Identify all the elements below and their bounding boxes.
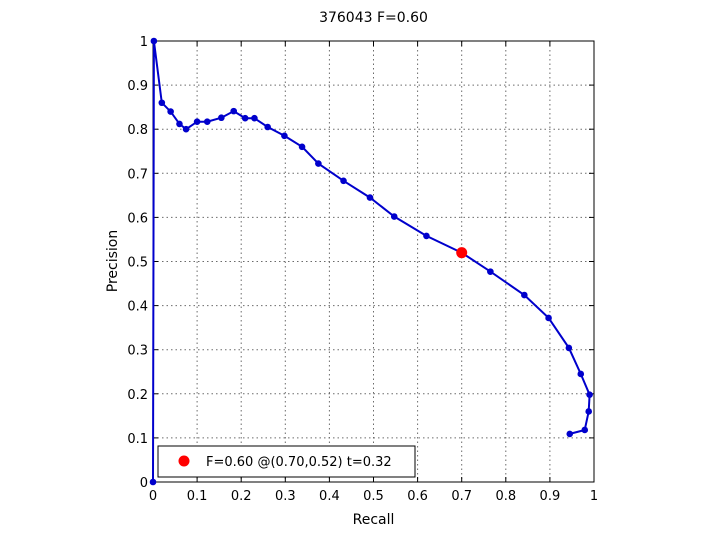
y-axis-title: Precision <box>105 230 121 292</box>
legend: F=0.60 @(0.70,0.52) t=0.32 <box>157 445 416 478</box>
y-tick-label: 0.8 <box>127 123 148 138</box>
y-tick-label: 0.9 <box>127 79 148 94</box>
x-tick-label: 1 <box>590 489 598 504</box>
grid-lines <box>153 41 594 482</box>
curve-point <box>565 344 573 352</box>
y-tick-label: 0 <box>140 476 148 491</box>
legend-marker <box>178 455 190 467</box>
y-tick-label: 0.7 <box>127 167 148 182</box>
curve-point <box>545 314 552 322</box>
curve-point <box>251 114 258 122</box>
curve-point <box>586 391 593 398</box>
curve-point <box>218 114 225 122</box>
curve-point <box>487 268 494 275</box>
curve-point <box>298 143 306 151</box>
curve-point <box>340 177 347 185</box>
curve-point <box>150 37 158 45</box>
curve-point <box>149 478 157 486</box>
x-tick-label: 0.1 <box>187 489 208 504</box>
best-f-point <box>456 247 468 259</box>
y-tick-label: 0.4 <box>127 300 148 315</box>
y-tick-label: 0.2 <box>127 388 148 403</box>
curve-point <box>203 118 211 126</box>
y-tick-label: 1 <box>140 35 148 50</box>
curve-point <box>585 408 593 415</box>
curve-point <box>581 426 589 434</box>
x-tick-label: 0.6 <box>407 489 428 504</box>
x-tick-label: 0.3 <box>275 489 296 504</box>
legend-box <box>157 445 416 478</box>
chart-title: 376043 F=0.60 <box>319 10 428 26</box>
curve-point <box>241 114 249 122</box>
tick-labels: 0 0.1 0.2 0.3 0.4 0.5 0.6 0.7 0.8 0.9 1 0 0.1 0.2 0.3 0… <box>127 35 598 504</box>
curve-point <box>566 430 574 438</box>
curve-point <box>577 370 585 378</box>
curve-point <box>158 99 166 107</box>
curve-markers <box>149 37 593 486</box>
y-tick-label: 0.6 <box>127 211 148 226</box>
curve-point <box>281 132 288 140</box>
x-tick-label: 0 <box>149 489 157 504</box>
y-tick-label: 0.1 <box>127 432 148 447</box>
curve-point <box>182 125 190 133</box>
curve-point <box>193 118 201 126</box>
x-tick-label: 0.7 <box>451 489 472 504</box>
curve-point <box>176 120 183 128</box>
curve-point <box>423 232 430 240</box>
curve-point <box>390 213 398 220</box>
x-tick-label: 0.5 <box>363 489 384 504</box>
x-tick-label: 0.2 <box>231 489 252 504</box>
curve-point <box>521 291 528 299</box>
curve-point <box>167 108 174 115</box>
y-tick-label: 0.3 <box>127 344 148 359</box>
x-tick-label: 0.8 <box>495 489 516 504</box>
y-tick-label: 0.5 <box>127 256 148 271</box>
curve-point <box>366 194 374 201</box>
x-axis-title: Recall <box>353 512 395 528</box>
x-tick-label: 0.4 <box>319 489 340 504</box>
legend-label: F=0.60 @(0.70,0.52) t=0.32 <box>206 455 392 470</box>
curve-point <box>230 107 238 115</box>
curve-point <box>315 160 322 167</box>
curve-point <box>264 123 271 131</box>
x-tick-label: 0.9 <box>540 489 561 504</box>
precision-recall-curve <box>152 40 591 483</box>
